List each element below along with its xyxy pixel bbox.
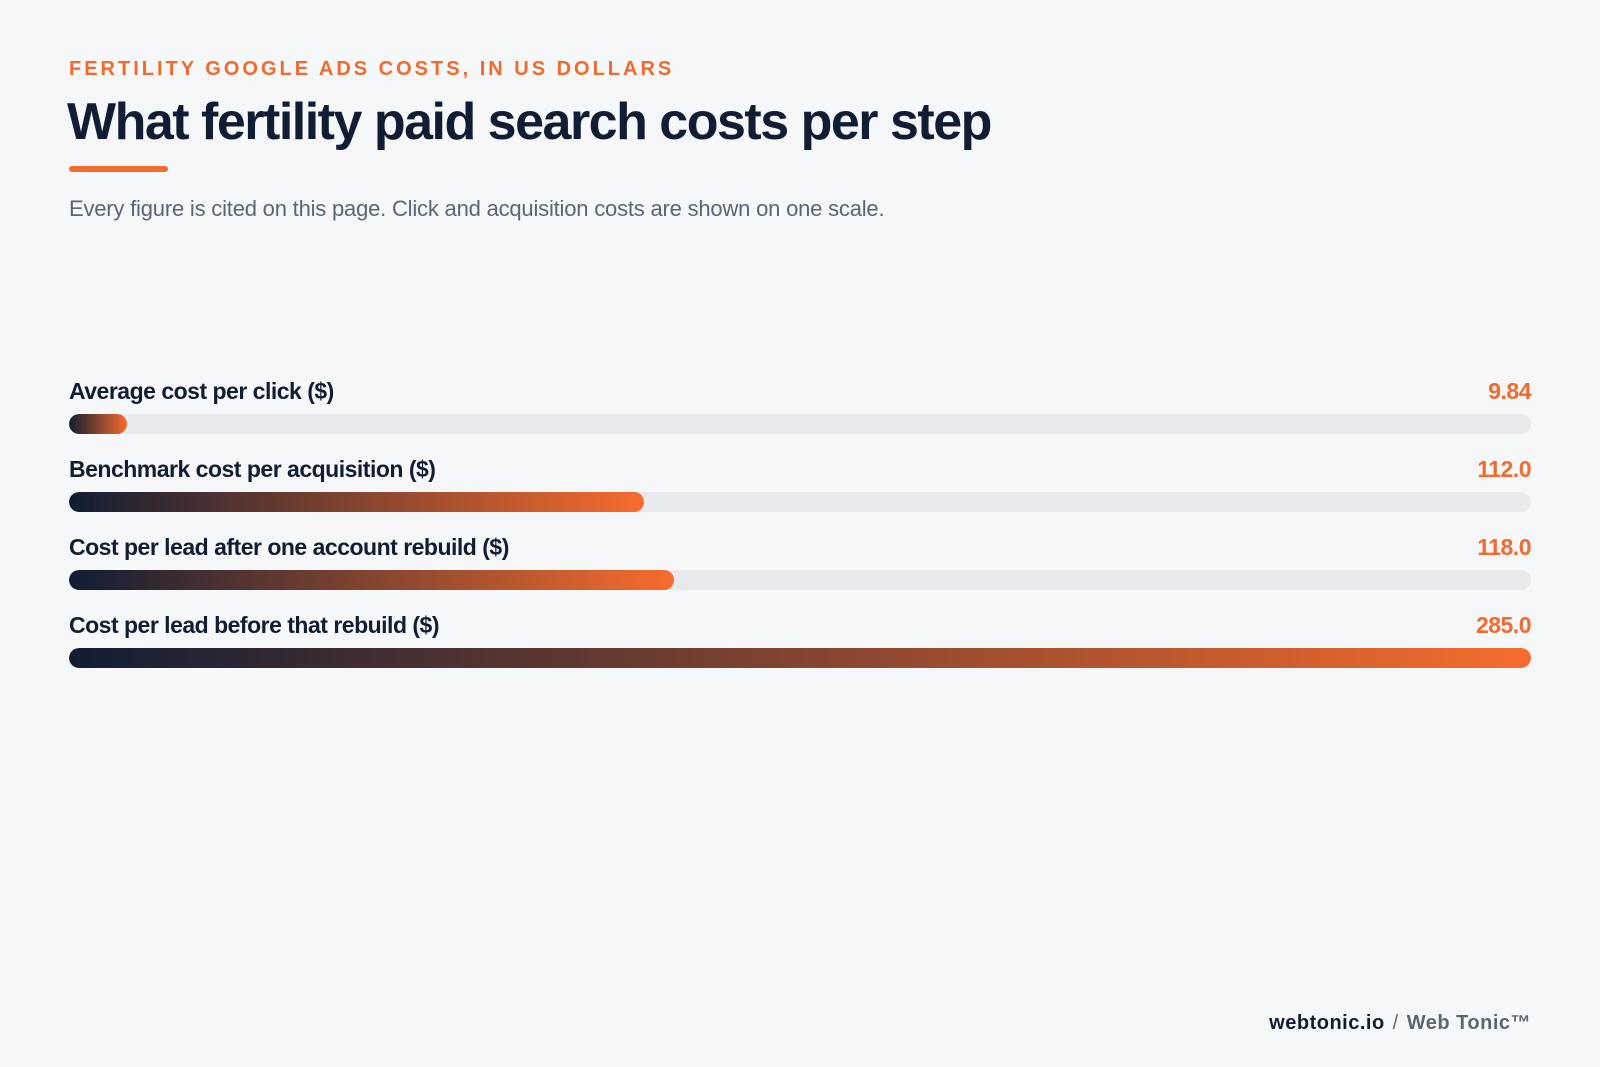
bar-track	[69, 414, 1531, 434]
footer-brand: Web Tonic™	[1406, 1012, 1531, 1034]
bar	[69, 414, 127, 434]
bar-chart: Average cost per click ($) 9.84 Benchmark …	[69, 372, 1532, 684]
footer-site: webtonic.io	[1269, 1012, 1385, 1034]
footer-separator: /	[1392, 1012, 1399, 1034]
chart-subtitle: Every figure is cited on this page. Clic…	[69, 196, 885, 221]
bar-value-label: 112.0	[1477, 456, 1531, 482]
bar-track	[69, 492, 1531, 512]
bar-row: Cost per lead after one account rebuild …	[69, 528, 1531, 606]
bar-track	[69, 648, 1531, 668]
bar	[69, 570, 675, 590]
bar-label: Cost per lead after one account rebuild …	[69, 534, 509, 560]
bar-label: Average cost per click ($)	[69, 378, 334, 404]
bar	[69, 492, 644, 512]
bar-label: Cost per lead before that rebuild ($)	[69, 612, 440, 638]
bar-row: Average cost per click ($) 9.84	[69, 372, 1531, 450]
bar	[69, 648, 1531, 668]
chart-title: What fertility paid search costs per ste…	[67, 93, 992, 151]
bar-value-label: 9.84	[1488, 378, 1531, 404]
bar-value-label: 285.0	[1475, 612, 1532, 638]
bar-label: Benchmark cost per acquisition ($)	[69, 456, 436, 482]
bar-value-label: 118.0	[1477, 534, 1531, 560]
bar-row: Cost per lead before that rebuild ($) 285…	[69, 606, 1532, 684]
footer-credit: webtonic.io / Web Tonic™	[1269, 1012, 1531, 1035]
chart-eyebrow: FERTILITY GOOGLE ADS COSTS, IN US DOLLAR…	[69, 58, 675, 80]
title-underline	[69, 166, 168, 172]
bar-row: Benchmark cost per acquisition ($) 112.0	[69, 450, 1531, 528]
bar-track	[69, 570, 1531, 590]
